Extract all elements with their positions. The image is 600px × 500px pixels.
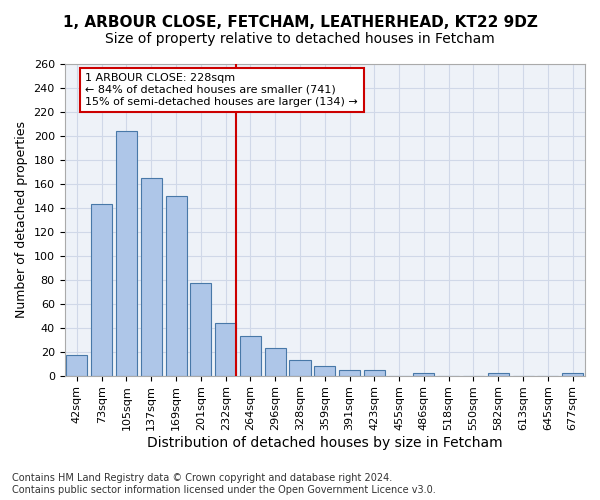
Bar [141,178,162,376]
Bar [265,348,286,376]
Bar [562,374,583,376]
Bar [240,336,261,376]
Bar [91,204,112,376]
Bar [413,374,434,376]
Bar [339,370,360,376]
Bar [215,323,236,376]
Text: 1, ARBOUR CLOSE, FETCHAM, LEATHERHEAD, KT22 9DZ: 1, ARBOUR CLOSE, FETCHAM, LEATHERHEAD, K… [62,15,538,30]
Bar [116,131,137,376]
Bar [314,366,335,376]
Y-axis label: Number of detached properties: Number of detached properties [15,122,28,318]
Text: Size of property relative to detached houses in Fetcham: Size of property relative to detached ho… [105,32,495,46]
Text: Contains HM Land Registry data © Crown copyright and database right 2024.
Contai: Contains HM Land Registry data © Crown c… [12,474,436,495]
Bar [67,356,88,376]
Bar [190,284,211,376]
Bar [289,360,311,376]
Bar [166,196,187,376]
Bar [488,374,509,376]
Bar [364,370,385,376]
X-axis label: Distribution of detached houses by size in Fetcham: Distribution of detached houses by size … [147,436,503,450]
Text: 1 ARBOUR CLOSE: 228sqm
← 84% of detached houses are smaller (741)
15% of semi-de: 1 ARBOUR CLOSE: 228sqm ← 84% of detached… [85,74,358,106]
